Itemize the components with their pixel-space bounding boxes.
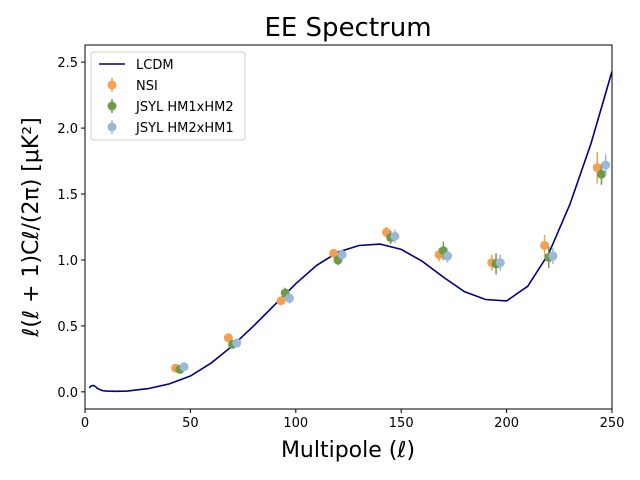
legend-entries: LCDM NSI JSYL HM1xHM2 JSYL HM2xHM1	[99, 58, 234, 136]
x-axis-label: Multipole (ℓ)	[281, 438, 415, 463]
plot-area	[88, 71, 612, 393]
jsyl-hm2xhm1-point	[179, 362, 189, 372]
jsyl-hm2xhm1-point	[390, 231, 400, 241]
jsyl-hm2xhm1-point	[232, 338, 242, 348]
y-axis: 0.0 0.5 1.0 1.5 2.0 2.5	[57, 56, 85, 401]
x-tick-label: 250	[600, 416, 625, 431]
nsi-point	[223, 333, 233, 343]
jsyl-hm2xhm1-point	[495, 258, 505, 268]
x-tick-label: 50	[182, 416, 199, 431]
y-tick-label: 0.5	[57, 320, 78, 335]
legend-nsi-label: NSI	[136, 79, 158, 94]
nsi-point	[592, 163, 602, 173]
legend-nsi-marker	[107, 80, 117, 90]
jsyl-hm2xhm1-point	[443, 251, 453, 261]
x-tick-label: 100	[283, 416, 308, 431]
jsyl-hm2xhm1-point	[337, 250, 347, 260]
legend-jsyl-hm1xhm2-label: JSYL HM1xHM2	[135, 100, 234, 115]
y-tick-label: 1.5	[57, 188, 78, 203]
nsi-point	[276, 296, 286, 306]
y-tick-label: 1.0	[57, 254, 78, 269]
x-tick-label: 0	[81, 416, 89, 431]
x-tick-label: 200	[494, 416, 519, 431]
legend-jsyl-hm1xhm2-marker	[107, 101, 117, 111]
y-tick-label: 2.0	[57, 122, 78, 137]
chart-title: EE Spectrum	[264, 13, 431, 43]
legend-lcdm-label: LCDM	[136, 58, 174, 73]
nsi-point	[540, 240, 550, 250]
y-tick-label: 0.0	[57, 386, 78, 401]
x-axis: 0 50 100 150 200 250	[81, 409, 625, 431]
legend-box	[90, 51, 246, 141]
x-tick-label: 150	[389, 416, 414, 431]
jsyl-hm1xhm2-point	[596, 169, 606, 179]
legend: LCDM NSI JSYL HM1xHM2 JSYL HM2xHM1	[90, 51, 246, 141]
nsi-point	[329, 248, 339, 258]
plot-frame	[84, 44, 613, 410]
legend-jsyl-hm2xhm1-label: JSYL HM2xHM1	[135, 121, 234, 136]
y-tick-label: 2.5	[57, 56, 78, 71]
plot-series	[88, 71, 612, 393]
y-axis-label: ℓ(ℓ + 1)Cℓ/(2π) [μK²]	[19, 117, 44, 337]
jsyl-hm2xhm1-point	[284, 293, 294, 303]
jsyl-hm2xhm1-point	[548, 251, 558, 261]
legend-jsyl-hm2xhm1-marker	[107, 122, 117, 132]
jsyl-hm2xhm1-point	[601, 160, 611, 170]
